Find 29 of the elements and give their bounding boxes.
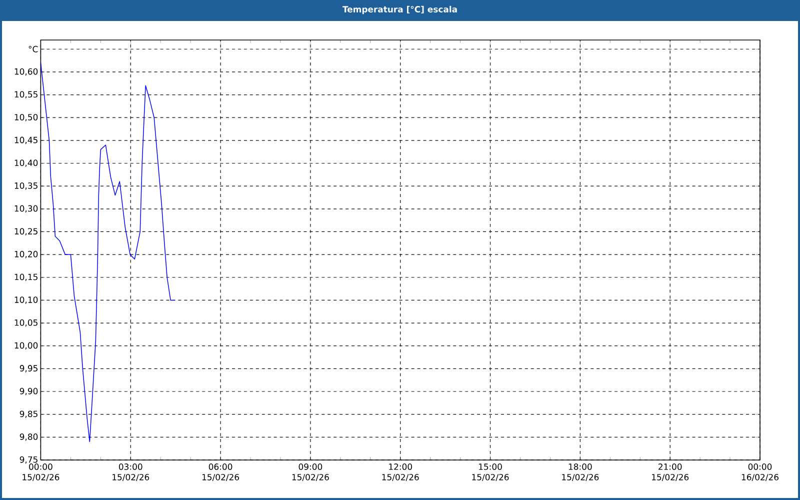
x-tick-label: 12:00 15/02/26 xyxy=(382,464,419,482)
x-tick-label: 18:00 15/02/26 xyxy=(562,464,599,482)
chart-title: Temperatura [°C] escala xyxy=(342,6,457,14)
y-tick-label: 10,55 xyxy=(14,91,38,98)
y-tick-label: 10,60 xyxy=(14,68,38,76)
x-tick-label: 09:00 15/02/26 xyxy=(292,464,329,482)
y-tick-label: 10,40 xyxy=(14,160,38,167)
y-tick-label: 10,30 xyxy=(14,205,38,213)
y-tick-label: 10,20 xyxy=(14,250,38,258)
x-tick-label: 03:00 15/02/26 xyxy=(112,464,150,482)
y-tick-label: 10,35 xyxy=(14,182,38,190)
y-tick-label: 10,10 xyxy=(14,296,38,304)
x-tick-label: 00:00 15/02/26 xyxy=(22,464,60,482)
x-tick-label: 00:00 16/02/26 xyxy=(742,464,778,482)
y-tick-label: 10,45 xyxy=(14,136,38,144)
y-tick-label: 10,50 xyxy=(14,114,38,122)
y-tick-label: 10,05 xyxy=(14,319,38,327)
y-tick-label: 9,80 xyxy=(20,434,38,441)
y-tick-label: 9,95 xyxy=(20,365,38,372)
y-tick-label: 9,90 xyxy=(20,388,38,396)
x-tick-label: 06:00 15/02/26 xyxy=(202,464,240,482)
y-tick-label: 9,85 xyxy=(20,410,38,418)
y-tick-label: 10,00 xyxy=(14,342,38,350)
x-tick-label: 21:00 15/02/26 xyxy=(652,464,689,482)
y-tick-label: 10,15 xyxy=(14,274,38,282)
y-tick-label: °C xyxy=(28,46,38,52)
x-tick-label: 15:00 15/02/26 xyxy=(472,464,509,482)
y-tick-label: 10,25 xyxy=(14,228,38,236)
y-tick-label: 9,75 xyxy=(20,456,38,464)
